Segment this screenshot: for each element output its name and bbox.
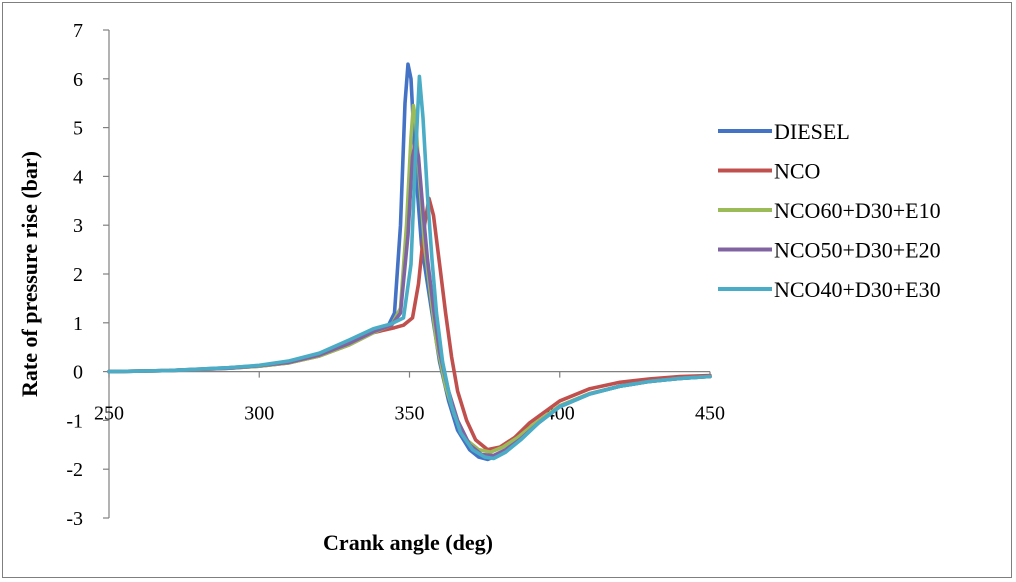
y-tick-label: -3 xyxy=(66,508,83,530)
y-tick-label: 3 xyxy=(73,215,83,237)
y-tick-label: -1 xyxy=(66,410,83,432)
y-tick-label: 7 xyxy=(73,20,83,42)
y-tick-label: 4 xyxy=(73,166,83,188)
axes xyxy=(103,29,711,519)
y-tick-label: 1 xyxy=(73,313,83,335)
legend-label-nco40-d30-e30: NCO40+D30+E30 xyxy=(774,277,941,302)
x-tick-label: 350 xyxy=(395,403,425,425)
y-tick-label: 2 xyxy=(73,264,83,286)
x-tick-label: 250 xyxy=(94,403,124,425)
y-tick-label: 6 xyxy=(73,69,83,91)
y-axis-title: Rate of pressure rise (bar) xyxy=(17,151,42,397)
legend-label-nco60-d30-e10: NCO60+D30+E10 xyxy=(774,198,941,223)
y-tick-label: -2 xyxy=(66,459,83,481)
legend: DIESEL NCO NCO60+D30+E10 NCO50+D30+E20 NCO40… xyxy=(718,119,941,302)
series-lines xyxy=(107,62,712,462)
y-tick-label: 0 xyxy=(73,362,83,384)
legend-label-diesel: DIESEL xyxy=(774,119,850,144)
x-tick-label: 300 xyxy=(244,403,274,425)
series-line-nco40-d30-e30 xyxy=(107,74,712,461)
x-axis-title: Crank angle (deg) xyxy=(323,530,493,555)
legend-label-nco: NCO xyxy=(774,159,820,184)
y-tick-label: 5 xyxy=(73,118,83,140)
x-tick-label: 450 xyxy=(695,403,725,425)
legend-label-nco50-d30-e20: NCO50+D30+E20 xyxy=(774,238,941,263)
